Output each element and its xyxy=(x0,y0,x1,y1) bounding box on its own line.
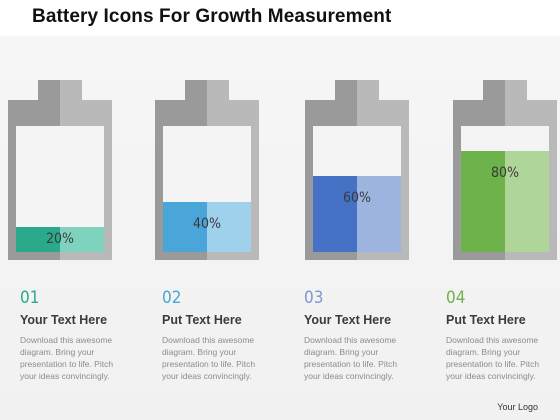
step-heading: Put Text Here xyxy=(446,313,526,327)
slide-canvas: 20% 40% 60% xyxy=(0,36,560,420)
step-description: Download this awesome diagram. Bring you… xyxy=(304,335,398,381)
step-description: Download this awesome diagram. Bring you… xyxy=(162,335,256,381)
battery-percent-label: 40% xyxy=(193,216,221,232)
step-number: 03 xyxy=(304,288,324,308)
battery-body: 40% xyxy=(155,116,259,260)
battery-fill-dark xyxy=(313,176,357,252)
battery-1-icon: 20% xyxy=(8,80,112,260)
battery-inner: 40% xyxy=(163,126,251,252)
battery-fill-dark xyxy=(163,202,207,252)
battery-percent-label: 20% xyxy=(46,231,74,247)
battery-percent-label: 80% xyxy=(491,165,519,181)
battery-fill-light xyxy=(60,227,104,252)
battery-inner: 80% xyxy=(461,126,549,252)
title-bar: Battery Icons For Growth Measurement xyxy=(0,0,560,36)
battery-4-icon: 80% xyxy=(453,80,557,260)
step-description: Download this awesome diagram. Bring you… xyxy=(20,335,114,381)
battery-body: 80% xyxy=(453,116,557,260)
battery-3-icon: 60% xyxy=(305,80,409,260)
step-number: 04 xyxy=(446,288,466,308)
step-heading: Put Text Here xyxy=(162,313,242,327)
battery-fill xyxy=(461,151,549,252)
battery-fill xyxy=(163,202,251,252)
battery-inner: 20% xyxy=(16,126,104,252)
battery-shoulder xyxy=(305,100,409,116)
step-4: 04 Put Text Here Download this awesome d… xyxy=(446,288,560,382)
slide-title: Battery Icons For Growth Measurement xyxy=(32,6,392,27)
battery-body: 20% xyxy=(8,116,112,260)
battery-fill xyxy=(16,227,104,252)
battery-shoulder xyxy=(155,100,259,116)
battery-shoulder xyxy=(8,100,112,116)
step-heading: Your Text Here xyxy=(20,313,108,327)
battery-2-icon: 40% xyxy=(155,80,259,260)
battery-body: 60% xyxy=(305,116,409,260)
battery-fill-light xyxy=(357,176,401,252)
battery-fill-light xyxy=(505,151,549,252)
step-2: 02 Put Text Here Download this awesome d… xyxy=(162,288,282,382)
step-number: 02 xyxy=(162,288,182,308)
logo-placeholder: Your Logo xyxy=(497,402,538,412)
step-1: 01 Your Text Here Download this awesome … xyxy=(20,288,140,382)
step-heading: Your Text Here xyxy=(304,313,392,327)
step-description: Download this awesome diagram. Bring you… xyxy=(446,335,540,381)
step-number: 01 xyxy=(20,288,40,308)
battery-inner: 60% xyxy=(313,126,401,252)
battery-percent-label: 60% xyxy=(343,190,371,206)
battery-fill xyxy=(313,176,401,252)
battery-fill-light xyxy=(207,202,251,252)
battery-fill-dark xyxy=(461,151,505,252)
battery-shoulder xyxy=(453,100,557,116)
battery-fill-dark xyxy=(16,227,60,252)
step-3: 03 Your Text Here Download this awesome … xyxy=(304,288,424,382)
